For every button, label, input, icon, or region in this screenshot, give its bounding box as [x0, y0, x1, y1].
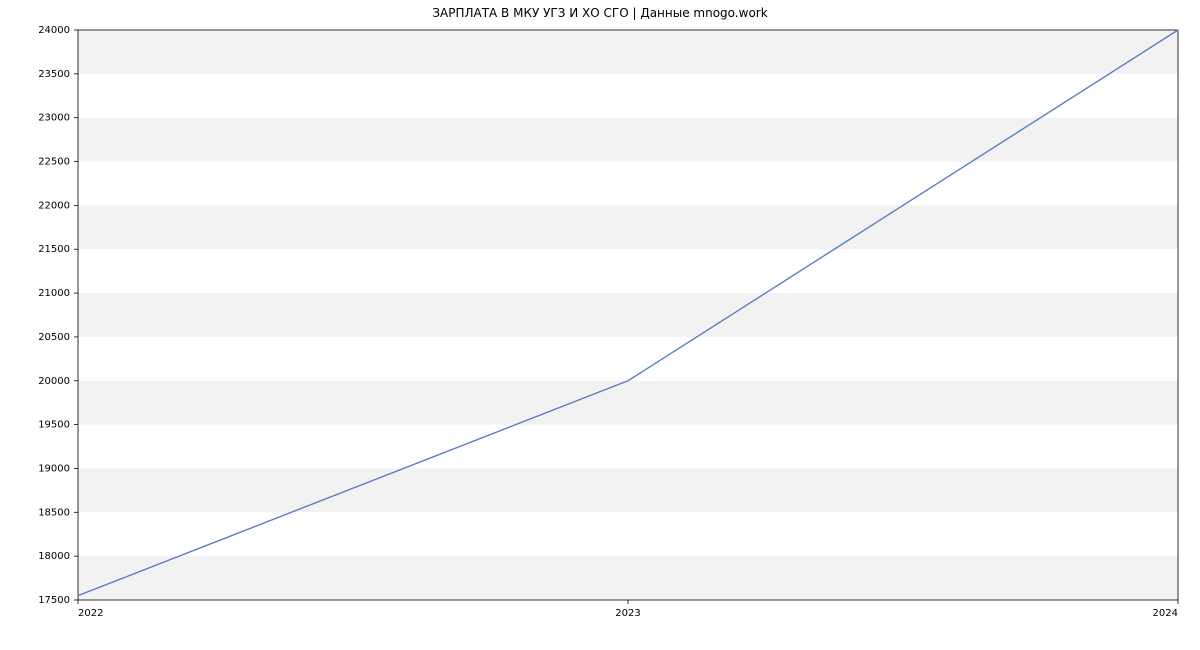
y-tick-label: 21000	[38, 288, 70, 299]
y-tick-label: 23500	[38, 69, 70, 80]
chart-title: ЗАРПЛАТА В МКУ УГЗ И ХО СГО | Данные mno…	[0, 6, 1200, 20]
y-tick-label: 20000	[38, 376, 70, 387]
y-tick-label: 23000	[38, 113, 70, 124]
y-tick-label: 24000	[38, 25, 70, 36]
y-tick-label: 22000	[38, 200, 70, 211]
y-tick-label: 21500	[38, 244, 70, 255]
y-tick-label: 19500	[38, 420, 70, 431]
y-tick-label: 22500	[38, 157, 70, 168]
chart-canvas: 17500 18000 18500 19000 19500 20000 20500 21000…	[0, 0, 1200, 650]
y-tick-label: 18500	[38, 507, 70, 518]
y-tick-label: 18000	[38, 551, 70, 562]
x-tick-label: 2023	[615, 608, 640, 619]
y-tick-label: 19000	[38, 463, 70, 474]
x-tick-label: 2022	[78, 608, 103, 619]
y-tick-label: 17500	[38, 595, 70, 606]
y-tick-label: 20500	[38, 332, 70, 343]
salary-line-chart: ЗАРПЛАТА В МКУ УГЗ И ХО СГО | Данные mno…	[0, 0, 1200, 650]
x-tick-label: 2024	[1153, 608, 1178, 619]
